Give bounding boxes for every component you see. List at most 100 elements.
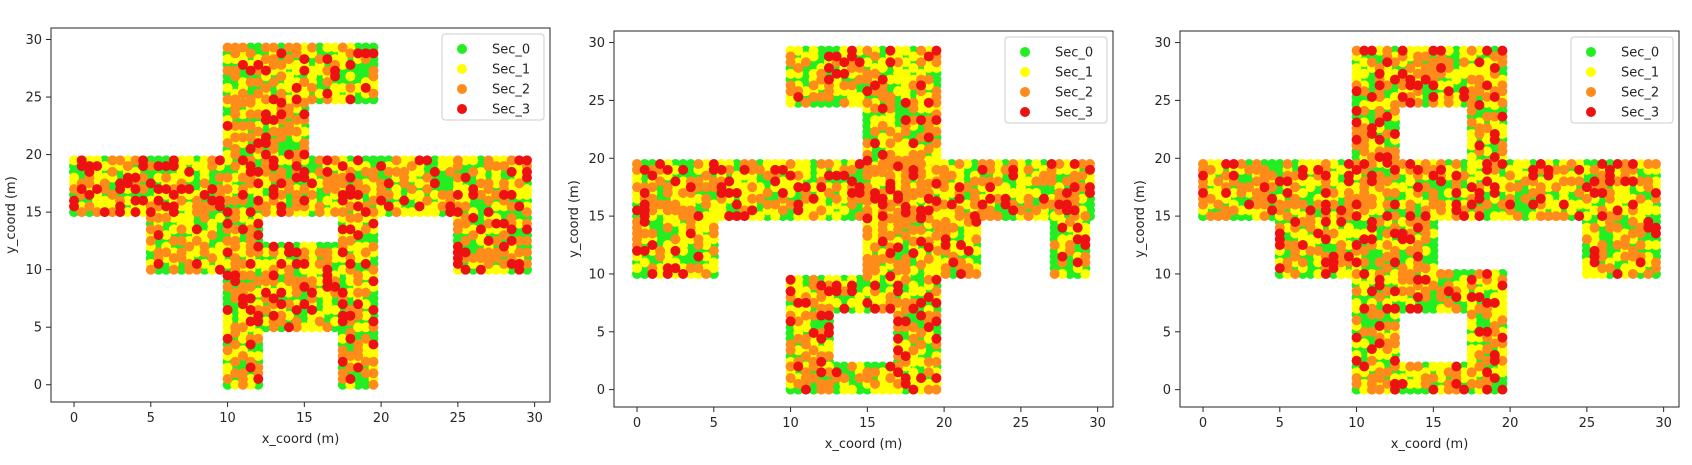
point-sec-3 <box>260 149 271 160</box>
point-sec-3 <box>900 201 911 212</box>
point-sec-2 <box>1049 268 1060 279</box>
point-sec-2 <box>237 42 248 53</box>
point-sec-3 <box>422 155 433 166</box>
point-sec-1 <box>793 159 804 170</box>
point-sec-2 <box>885 170 896 181</box>
point-sec-3 <box>639 187 650 198</box>
point-sec-2 <box>230 120 241 131</box>
point-sec-3 <box>923 132 934 143</box>
point-sec-2 <box>199 212 210 223</box>
point-sec-2 <box>276 71 287 82</box>
point-sec-3 <box>1397 68 1408 79</box>
legend-label: Sec_3 <box>1621 106 1659 121</box>
point-sec-2 <box>846 164 857 175</box>
point-sec-1 <box>962 199 973 210</box>
point-sec-2 <box>754 164 765 175</box>
point-sec-2 <box>1382 251 1393 262</box>
point-sec-2 <box>932 245 943 256</box>
legend-label: Sec_1 <box>492 63 530 78</box>
point-sec-1 <box>1620 205 1631 216</box>
point-sec-2 <box>854 211 865 222</box>
point-sec-3 <box>1313 164 1324 175</box>
point-sec-3 <box>1374 117 1385 128</box>
point-sec-2 <box>992 176 1003 187</box>
point-sec-3 <box>145 207 156 218</box>
point-sec-2 <box>823 378 834 389</box>
x-axis-label: x_coord (m) <box>262 432 340 447</box>
point-sec-3 <box>1351 86 1362 97</box>
point-sec-1 <box>793 45 804 56</box>
point-sec-2 <box>1459 170 1470 181</box>
point-sec-2 <box>1389 187 1400 198</box>
point-sec-1 <box>823 339 834 350</box>
point-sec-1 <box>1543 193 1554 204</box>
point-sec-3 <box>1589 245 1600 256</box>
y-tick-label: 25 <box>1154 94 1171 109</box>
point-sec-2 <box>1382 228 1393 239</box>
point-sec-2 <box>1297 216 1308 227</box>
point-sec-2 <box>260 304 271 315</box>
point-sec-3 <box>514 155 525 166</box>
point-sec-3 <box>885 303 896 314</box>
point-sec-2 <box>291 316 302 327</box>
point-sec-2 <box>870 103 881 114</box>
point-sec-2 <box>314 247 325 258</box>
point-sec-3 <box>808 327 819 338</box>
point-sec-2 <box>268 138 279 149</box>
point-sec-3 <box>1420 211 1431 222</box>
point-sec-2 <box>632 182 643 193</box>
point-sec-3 <box>1389 355 1400 366</box>
point-sec-2 <box>916 224 927 235</box>
point-sec-3 <box>1359 159 1370 170</box>
point-sec-1 <box>1443 164 1454 175</box>
point-sec-1 <box>1328 159 1339 170</box>
point-sec-2 <box>1282 257 1293 268</box>
point-sec-2 <box>923 310 934 321</box>
point-sec-2 <box>475 189 486 200</box>
point-sec-3 <box>1482 159 1493 170</box>
point-sec-2 <box>985 159 996 170</box>
point-sec-1 <box>1497 211 1508 222</box>
point-sec-1 <box>754 182 765 193</box>
point-sec-3 <box>854 159 865 170</box>
point-sec-1 <box>808 182 819 193</box>
point-sec-2 <box>330 172 341 183</box>
point-sec-3 <box>1389 164 1400 175</box>
point-sec-1 <box>506 178 517 189</box>
point-sec-3 <box>1320 187 1331 198</box>
y-axis-label: y_coord (m) <box>567 180 582 258</box>
point-sec-2 <box>176 224 187 235</box>
x-tick-label: 0 <box>1199 416 1207 431</box>
point-sec-2 <box>1382 240 1393 251</box>
point-sec-2 <box>908 187 919 198</box>
point-sec-2 <box>1428 373 1439 384</box>
point-sec-2 <box>893 57 904 68</box>
point-sec-3 <box>1451 187 1462 198</box>
point-sec-3 <box>253 230 264 241</box>
y-tick-label: 10 <box>588 267 605 282</box>
point-sec-1 <box>908 367 919 378</box>
point-sec-2 <box>353 212 364 223</box>
point-sec-2 <box>1359 105 1370 116</box>
point-sec-1 <box>1497 123 1508 134</box>
point-sec-3 <box>1428 80 1439 91</box>
point-sec-2 <box>199 201 210 212</box>
point-sec-2 <box>322 247 333 258</box>
point-sec-3 <box>291 161 302 172</box>
point-sec-1 <box>916 356 927 367</box>
point-sec-1 <box>491 201 502 212</box>
point-sec-2 <box>230 132 241 143</box>
point-sec-2 <box>368 195 379 206</box>
point-sec-1 <box>1336 164 1347 175</box>
point-sec-0 <box>969 159 980 170</box>
point-sec-3 <box>685 228 696 239</box>
legend-marker <box>1586 87 1596 97</box>
point-sec-1 <box>1359 338 1370 349</box>
points-group <box>1198 45 1661 395</box>
point-sec-2 <box>107 166 118 177</box>
point-sec-2 <box>931 356 942 367</box>
point-sec-2 <box>314 316 325 327</box>
point-sec-1 <box>1643 240 1654 251</box>
point-sec-3 <box>1489 297 1500 308</box>
